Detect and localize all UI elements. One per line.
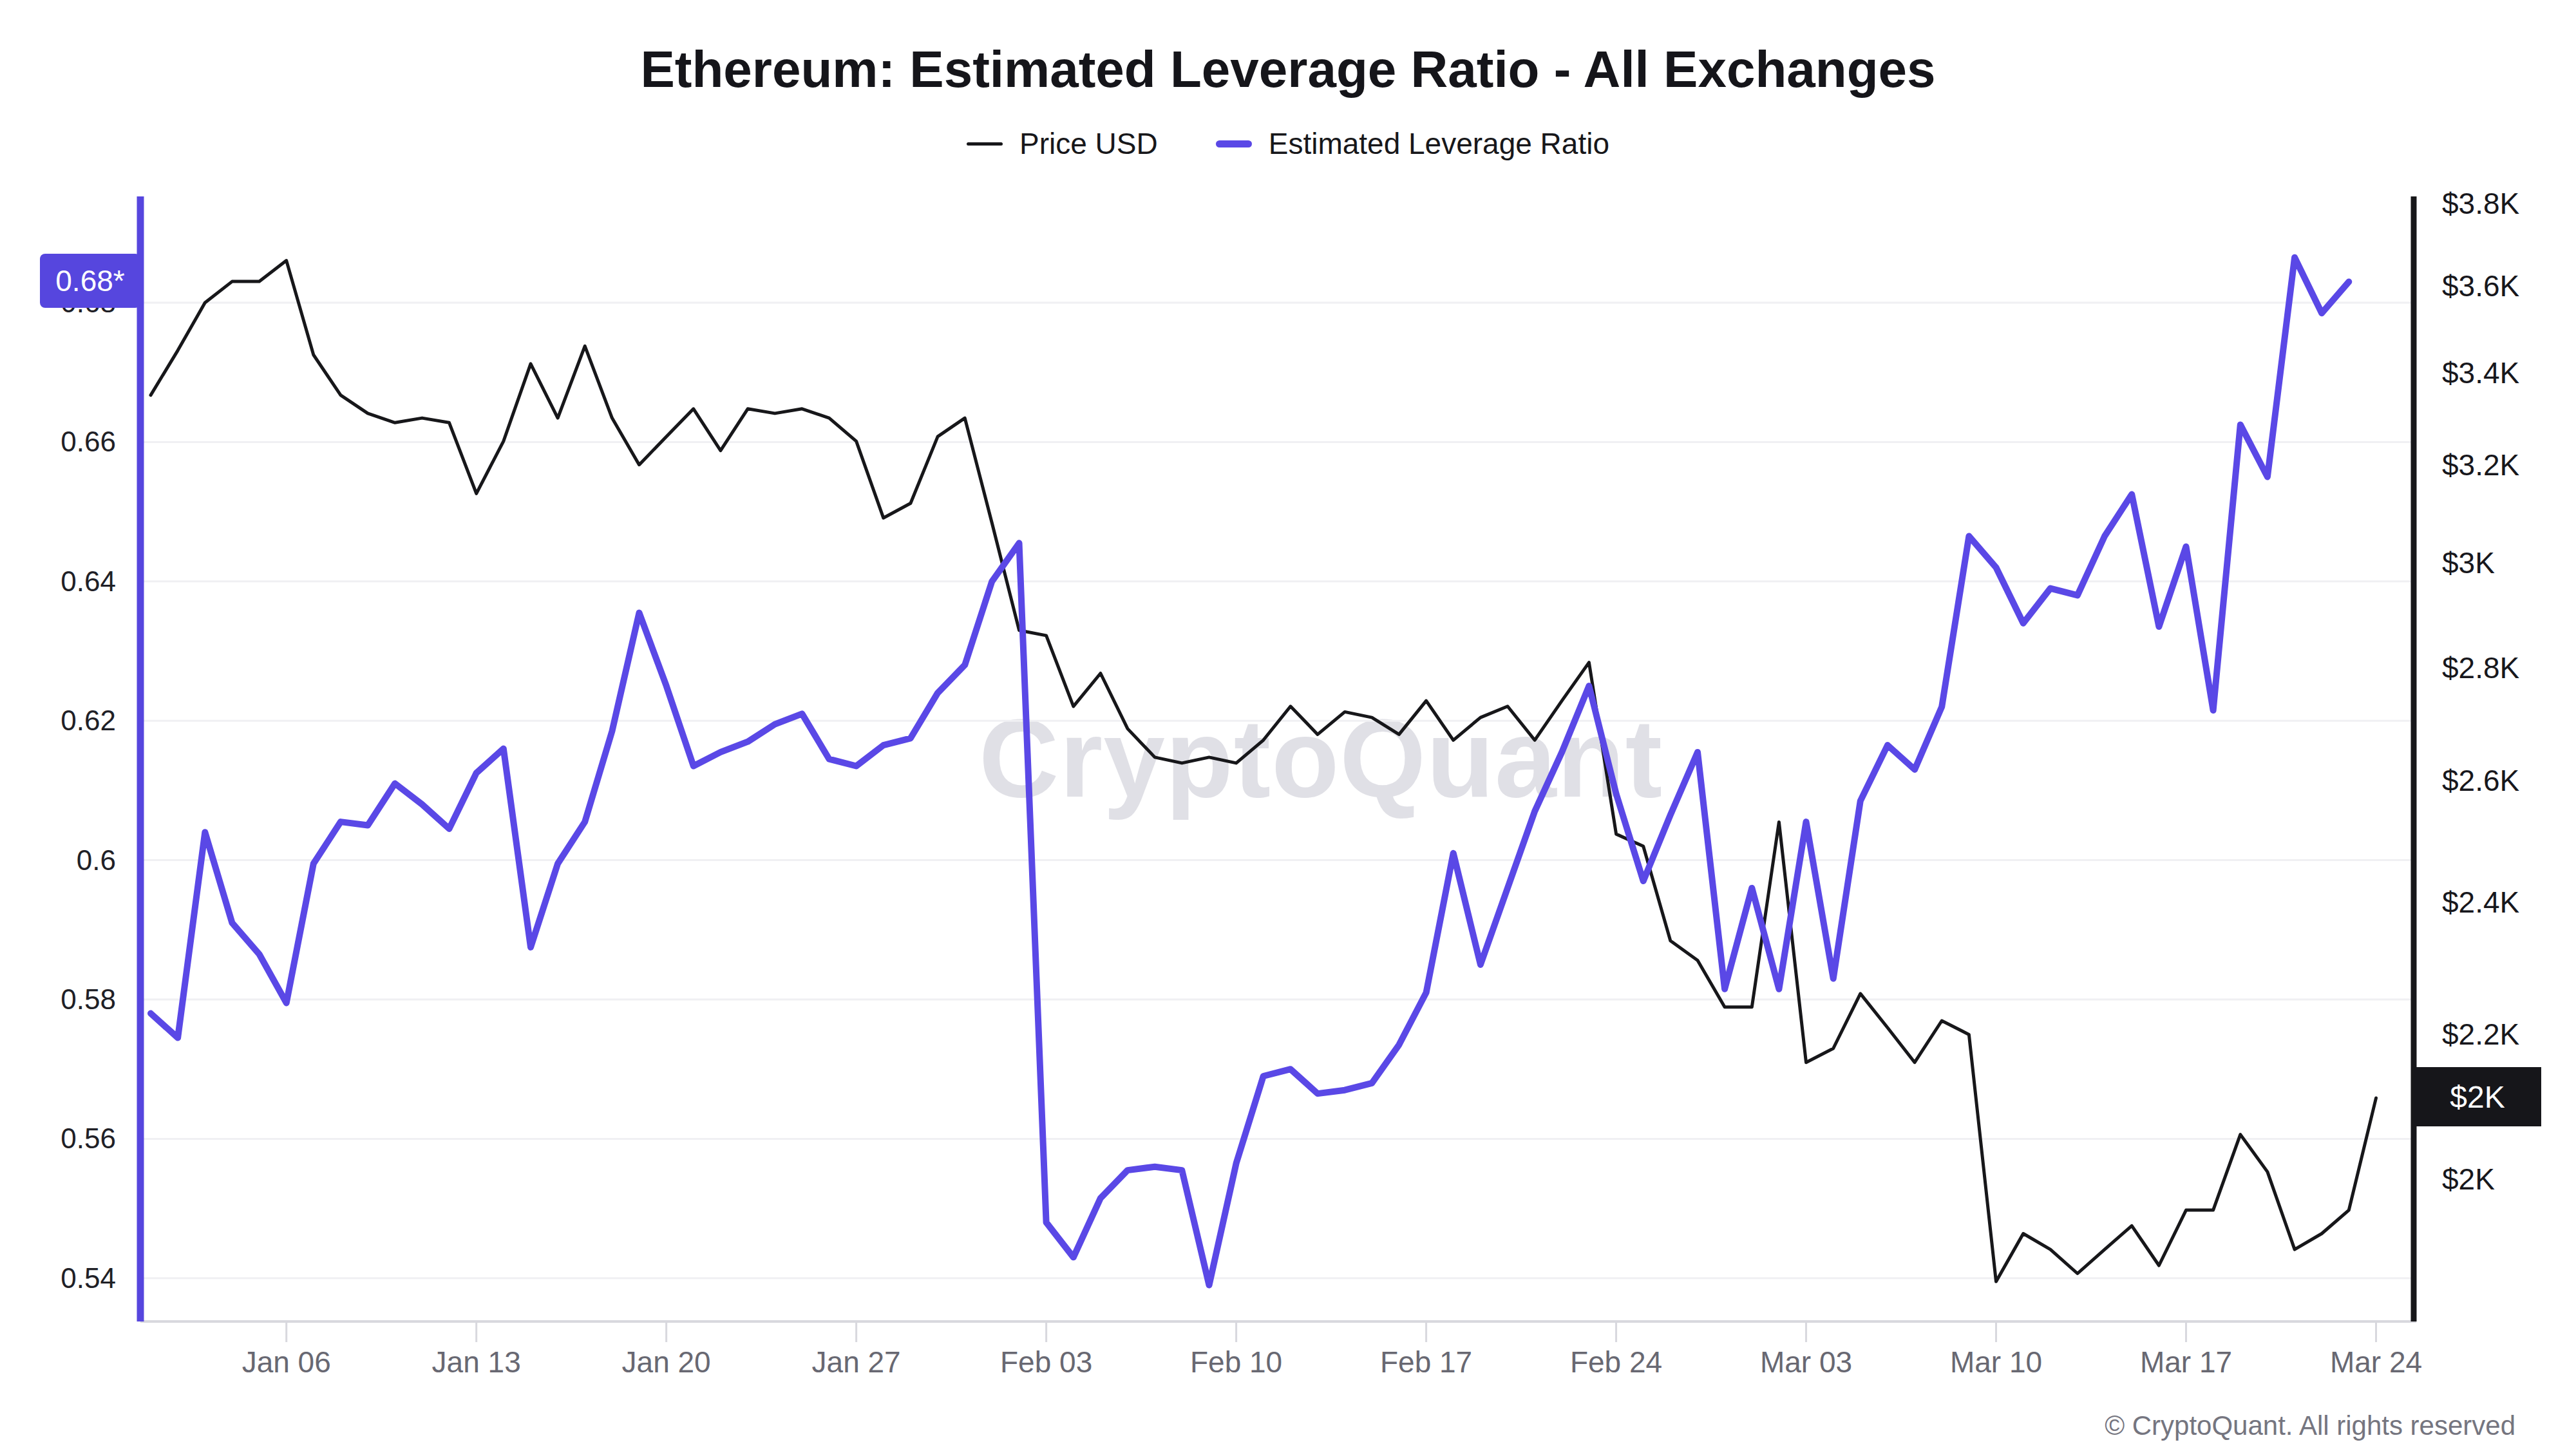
y-axis-right-tick-label: $2.6K [2442, 763, 2519, 798]
y-axis-left-tick-label: 0.54 [0, 1262, 116, 1294]
y-axis-right-tick-label: $3.2K [2442, 448, 2519, 482]
y-axis-left-tick-label: 0.64 [0, 565, 116, 598]
price-latest-value: $2K [2450, 1079, 2505, 1115]
y-axis-left-tick-label: 0.56 [0, 1122, 116, 1155]
leverage-latest-value: 0.68* [55, 263, 124, 298]
x-axis-tick-label: Mar 03 [1710, 1345, 1903, 1379]
x-axis-tick-label: Feb 17 [1330, 1345, 1523, 1379]
x-axis-tick-label: Jan 27 [760, 1345, 953, 1379]
y-axis-left-tick-label: 0.58 [0, 983, 116, 1016]
y-axis-right-tick-label: $3.8K [2442, 186, 2519, 221]
x-axis-tick-label: Feb 24 [1520, 1345, 1713, 1379]
y-axis-right-tick-label: $3K [2442, 545, 2495, 580]
y-axis-right-tick-label: $3.6K [2442, 269, 2519, 303]
price-usd-line [151, 261, 2376, 1282]
chart-plot-area[interactable] [0, 0, 2576, 1449]
x-axis-tick-label: Jan 20 [570, 1345, 763, 1379]
price-latest-value-badge: $2K [2414, 1067, 2541, 1126]
y-axis-left-tick-label: 0.66 [0, 426, 116, 458]
copyright-notice: © CryptoQuant. All rights reserved [2105, 1410, 2515, 1441]
y-axis-right-tick-label: $3.4K [2442, 355, 2519, 390]
y-axis-right-tick-label: $2K [2442, 1162, 2495, 1197]
y-axis-left-tick-label: 0.62 [0, 705, 116, 737]
y-axis-right-tick-label: $2.8K [2442, 650, 2519, 685]
x-axis-tick-label: Feb 10 [1140, 1345, 1333, 1379]
x-axis-tick-label: Mar 24 [2279, 1345, 2472, 1379]
x-axis-tick-label: Jan 06 [190, 1345, 383, 1379]
x-axis-tick-label: Jan 13 [380, 1345, 573, 1379]
x-axis-tick-label: Feb 03 [950, 1345, 1143, 1379]
y-axis-left-tick-label: 0.6 [0, 844, 116, 876]
y-axis-right-tick-label: $2.4K [2442, 885, 2519, 920]
leverage-latest-value-badge: 0.68* [40, 254, 140, 308]
y-axis-right-tick-label: $2.2K [2442, 1017, 2519, 1052]
leverage-ratio-line [151, 258, 2349, 1285]
x-axis-tick-label: Mar 10 [1900, 1345, 2093, 1379]
x-axis-tick-label: Mar 17 [2090, 1345, 2283, 1379]
